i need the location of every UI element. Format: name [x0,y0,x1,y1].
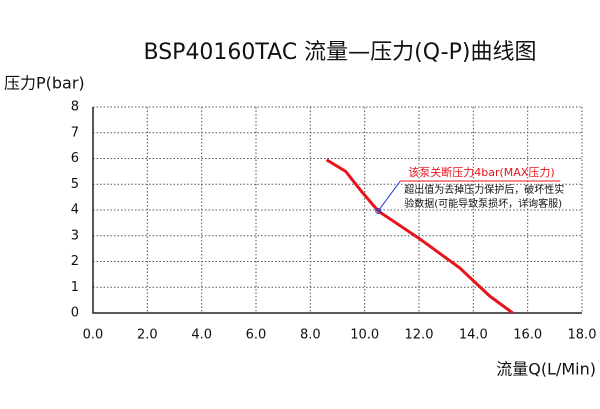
y-tick-label: 2 [71,254,79,269]
x-tick-label: 6.0 [246,328,267,343]
y-tick-label: 5 [71,177,79,192]
annotation-point [375,208,382,215]
y-axis-label: 压力P(bar) [4,74,85,93]
y-tick-label: 3 [71,228,79,243]
y-tick-label: 1 [71,280,79,295]
data-line [325,158,514,315]
x-tick-label: 18.0 [568,328,597,343]
annotation-title: 该泵关断压力4bar(MAX压力) [408,165,554,179]
x-axis-label: 流量Q(L/Min) [496,360,596,379]
x-tick-label: 16.0 [513,328,542,343]
y-tick-label: 0 [71,306,79,321]
x-tick-label: 10.0 [350,328,379,343]
chart-title: BSP40160TAC 流量—压力(Q-P)曲线图 [144,40,537,65]
annotation-note: 超出值为去掉压力保护后，破坏性实 [404,183,564,196]
x-tick-label: 8.0 [300,328,321,343]
annotation-pointer [377,180,401,212]
x-tick-label: 0.0 [83,328,104,343]
y-tick-label: 7 [71,125,79,140]
x-tick-label: 12.0 [405,328,434,343]
y-tick-label: 8 [71,100,79,115]
y-tick-label: 6 [71,151,79,166]
y-tick-label: 4 [71,203,79,218]
x-tick-label: 14.0 [459,328,488,343]
axis-line [92,107,582,314]
x-tick-label: 4.0 [191,328,212,343]
annotation-note: 验数据(可能导致泵损坏，详询客服) [404,197,562,210]
x-tick-label: 2.0 [137,328,158,343]
